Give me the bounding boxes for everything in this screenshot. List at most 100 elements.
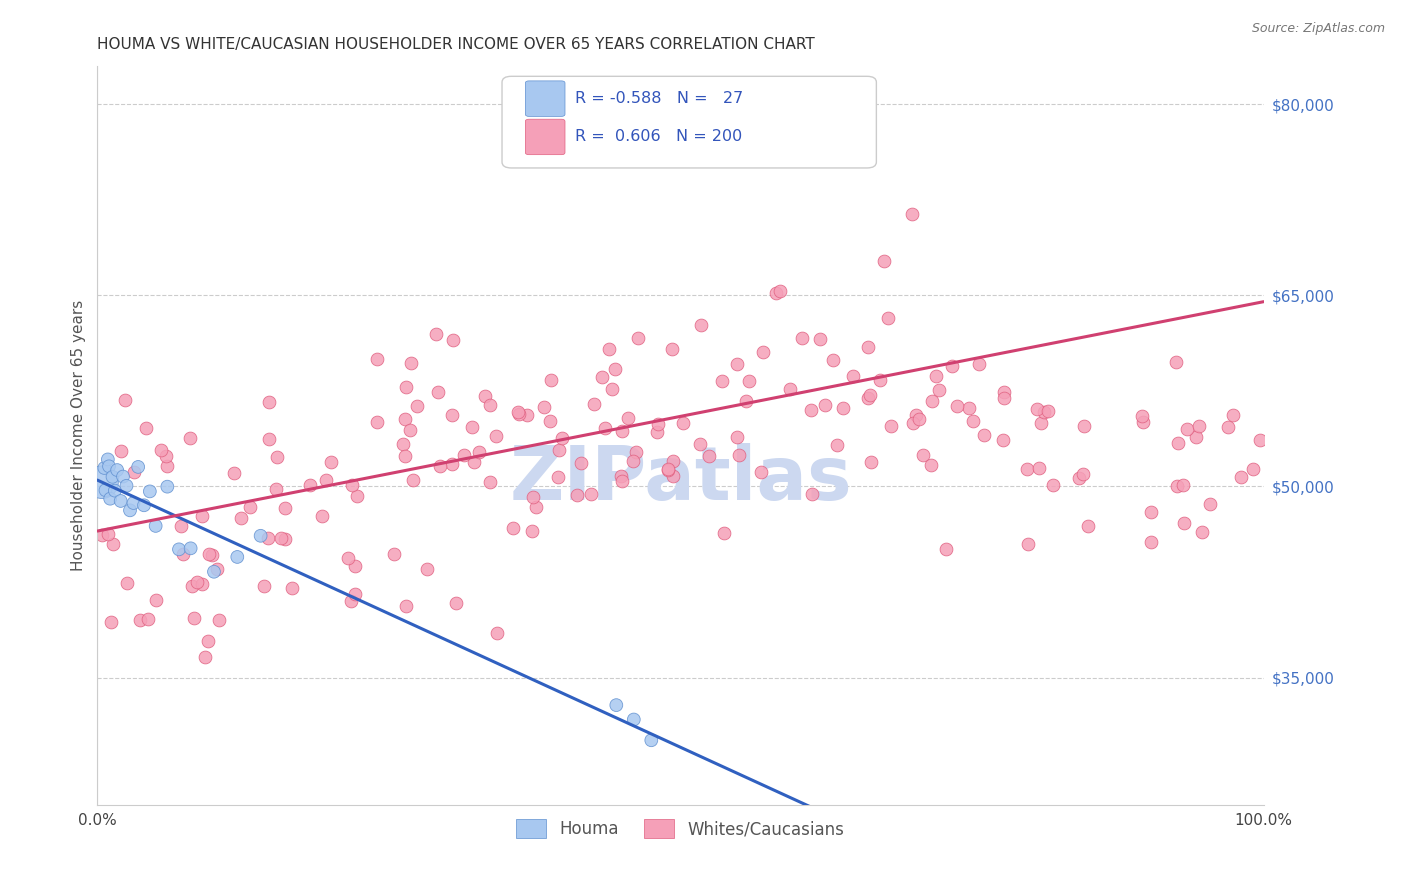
Point <box>181 579 204 593</box>
Point <box>1071 467 1094 481</box>
Point <box>516 408 538 422</box>
Point <box>912 449 935 463</box>
Point <box>343 587 366 601</box>
Point <box>340 478 363 492</box>
Point <box>904 408 927 422</box>
Point <box>1249 433 1271 447</box>
Point <box>859 454 882 468</box>
Point <box>935 542 957 557</box>
Point <box>711 374 734 388</box>
Point <box>1230 469 1253 483</box>
Text: ZIPatlas: ZIPatlas <box>509 443 852 516</box>
Point <box>901 417 924 431</box>
Point <box>1077 519 1099 533</box>
Point <box>662 469 685 483</box>
Point <box>257 531 280 545</box>
Point <box>274 500 297 515</box>
FancyBboxPatch shape <box>502 77 876 168</box>
Point <box>1130 409 1153 423</box>
Point <box>110 494 132 508</box>
Point <box>392 436 415 450</box>
Point <box>257 432 280 446</box>
Text: R =  0.606   N = 200: R = 0.606 N = 200 <box>575 129 742 145</box>
Point <box>540 414 562 428</box>
Point <box>315 474 337 488</box>
Point <box>591 369 613 384</box>
Point <box>98 459 121 474</box>
Point <box>440 457 463 471</box>
Point <box>993 384 1015 399</box>
Point <box>605 698 627 713</box>
Point <box>257 394 280 409</box>
Point <box>127 459 149 474</box>
Point <box>461 420 484 434</box>
Point <box>627 331 650 345</box>
Point <box>661 342 683 356</box>
Point <box>727 448 749 462</box>
Point <box>202 565 225 579</box>
Point <box>769 284 792 298</box>
Point <box>640 733 662 747</box>
Point <box>97 527 120 541</box>
Point <box>842 369 865 384</box>
Point <box>900 207 922 221</box>
Point <box>920 458 942 472</box>
Point <box>821 353 844 368</box>
Point <box>346 489 368 503</box>
Point <box>229 511 252 525</box>
Point <box>547 470 569 484</box>
Point <box>145 592 167 607</box>
Point <box>340 594 363 608</box>
Point <box>273 532 295 546</box>
Point <box>453 448 475 462</box>
Point <box>565 488 588 502</box>
Point <box>876 311 898 326</box>
Point <box>224 466 246 480</box>
Point <box>671 416 693 430</box>
Point <box>156 459 179 474</box>
Point <box>779 382 801 396</box>
Point <box>502 521 524 535</box>
Point <box>207 562 229 576</box>
Point <box>110 444 132 458</box>
Point <box>579 486 602 500</box>
Point <box>1139 534 1161 549</box>
Point <box>191 509 214 524</box>
Point <box>425 326 447 341</box>
Point <box>1166 354 1188 368</box>
Point <box>522 490 544 504</box>
Point <box>946 399 969 413</box>
Point <box>395 380 418 394</box>
Point <box>610 424 633 438</box>
Text: HOUMA VS WHITE/CAUCASIAN HOUSEHOLDER INCOME OVER 65 YEARS CORRELATION CHART: HOUMA VS WHITE/CAUCASIAN HOUSEHOLDER INC… <box>97 37 815 53</box>
Point <box>609 469 631 483</box>
Point <box>508 407 530 421</box>
Point <box>118 503 141 517</box>
Point <box>105 463 128 477</box>
Point <box>298 477 321 491</box>
Point <box>858 340 880 354</box>
Point <box>524 500 547 514</box>
Point <box>103 537 125 551</box>
Point <box>598 343 620 357</box>
Point <box>657 462 679 476</box>
Point <box>104 483 127 498</box>
Point <box>792 331 814 345</box>
Point <box>226 549 249 564</box>
Point <box>395 599 418 613</box>
Point <box>1028 460 1050 475</box>
Point <box>416 562 439 576</box>
Point <box>1029 416 1052 430</box>
Y-axis label: Householder Income Over 65 years: Householder Income Over 65 years <box>72 300 86 571</box>
Point <box>132 498 155 512</box>
Point <box>690 318 713 332</box>
Point <box>800 402 823 417</box>
Point <box>551 431 574 445</box>
Point <box>647 417 669 432</box>
Text: R = -0.588   N =   27: R = -0.588 N = 27 <box>575 91 744 106</box>
Point <box>384 548 406 562</box>
Point <box>463 455 485 469</box>
Point <box>197 633 219 648</box>
Point <box>1188 418 1211 433</box>
Point <box>239 500 262 515</box>
